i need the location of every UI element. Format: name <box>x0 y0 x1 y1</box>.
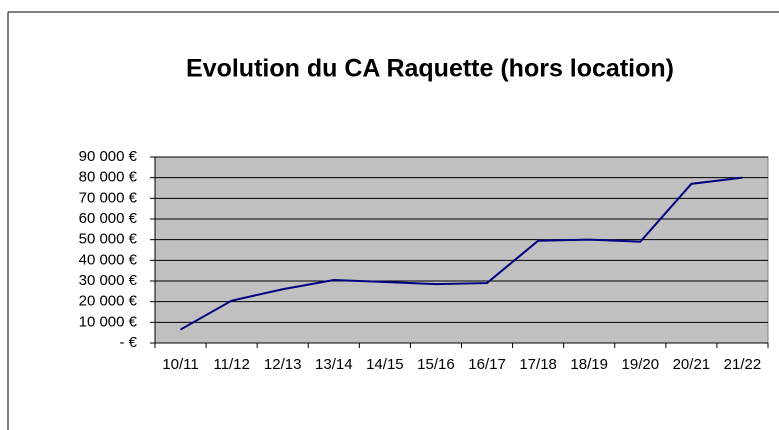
x-tick-label: 19/20 <box>622 356 660 373</box>
x-tick-label: 11/12 <box>213 356 249 373</box>
y-tick-label: 70 000 € <box>79 189 138 206</box>
y-tick-label: 50 000 € <box>79 231 138 248</box>
x-tick-label: 20/21 <box>673 356 711 373</box>
y-tick-label: 30 000 € <box>79 272 138 289</box>
y-tick-label: - € <box>119 334 137 351</box>
x-tick-label: 14/15 <box>366 356 404 373</box>
x-tick-label: 21/22 <box>724 356 762 373</box>
y-tick-label: 60 000 € <box>79 210 138 227</box>
x-tick-label: 12/13 <box>264 356 302 373</box>
y-tick-label: 40 000 € <box>79 251 138 268</box>
y-tick-label: 80 000 € <box>79 169 138 186</box>
x-tick-label: 15/16 <box>417 356 455 373</box>
x-tick-label: 16/17 <box>468 356 506 373</box>
plot-area <box>154 156 769 344</box>
data-line <box>180 176 743 331</box>
y-tick-label: 90 000 € <box>79 148 138 165</box>
x-tick-label: 18/19 <box>570 356 608 373</box>
x-tick-label: 10/11 <box>162 356 198 373</box>
chart-title: Evolution du CA Raquette (hors location) <box>186 55 674 83</box>
y-tick-label: 20 000 € <box>79 293 138 310</box>
x-tick-label: 13/14 <box>315 356 353 373</box>
y-tick-label: 10 000 € <box>79 313 138 330</box>
x-tick-label: 17/18 <box>519 356 557 373</box>
